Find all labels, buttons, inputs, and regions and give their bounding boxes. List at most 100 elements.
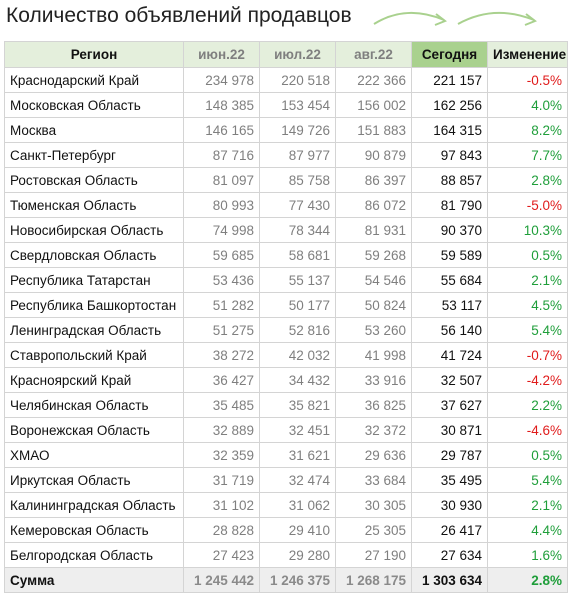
jul-cell: 29 410 [259,517,336,543]
jul-cell: 35 821 [259,392,336,418]
jun-cell: 80 993 [183,192,260,218]
sellers-table: Регион июн.22 июл.22 авг.22 Сегодня Изме… [4,41,568,593]
table-body: Краснодарский Край 234 978 220 518 222 366 2… [4,67,568,568]
jun-cell: 81 097 [183,167,260,193]
jun-cell: 148 385 [183,92,260,118]
jul-cell: 77 430 [259,192,336,218]
jun-cell: 53 436 [183,267,260,293]
table-row: Республика Башкортостан 51 282 50 177 50 82… [4,292,568,318]
jul-cell: 58 681 [259,242,336,268]
jun-cell: 35 485 [183,392,260,418]
jul-cell: 50 177 [259,292,336,318]
jul-cell: 34 432 [259,367,336,393]
region-cell: Воронежская Область [4,417,184,443]
aug-cell: 54 546 [335,267,412,293]
today-cell: 81 790 [411,192,488,218]
region-cell: Новосибирская Область [4,217,184,243]
jul-cell: 153 454 [259,92,336,118]
region-cell: Республика Татарстан [4,267,184,293]
jun-cell: 28 828 [183,517,260,543]
aug-cell: 53 260 [335,317,412,343]
region-cell: Ленинградская Область [4,317,184,343]
jul-cell: 29 280 [259,542,336,568]
region-cell: Иркутская Область [4,467,184,493]
today-cell: 30 930 [411,492,488,518]
jun-cell: 87 716 [183,142,260,168]
today-cell: 56 140 [411,317,488,343]
aug-cell: 27 190 [335,542,412,568]
table-row: Санкт-Петербург 87 716 87 977 90 879 97 843 7… [4,142,568,168]
table-row: ХМАО 32 359 31 621 29 636 29 787 0.5% [4,442,568,468]
change-cell: 4.0% [487,92,568,118]
today-cell: 90 370 [411,217,488,243]
change-cell: 2.1% [487,492,568,518]
column-header-jul: июл.22 [259,41,336,68]
jul-cell: 220 518 [259,67,336,93]
aug-cell: 222 366 [335,67,412,93]
jul-cell: 55 137 [259,267,336,293]
jun-cell: 31 102 [183,492,260,518]
total-row: Сумма 1 245 442 1 246 375 1 268 175 1 30… [4,567,568,593]
column-header-change: Изменение [487,41,568,68]
column-header-aug: авг.22 [335,41,412,68]
change-cell: -5.0% [487,192,568,218]
region-cell: Санкт-Петербург [4,142,184,168]
change-cell: -4.2% [487,367,568,393]
jun-cell: 234 978 [183,67,260,93]
change-cell: 10.3% [487,217,568,243]
jul-cell: 42 032 [259,342,336,368]
header-row: Регион июн.22 июл.22 авг.22 Сегодня Изме… [4,41,568,68]
aug-cell: 29 636 [335,442,412,468]
aug-cell: 25 305 [335,517,412,543]
today-cell: 59 589 [411,242,488,268]
jul-cell: 32 451 [259,417,336,443]
jul-cell: 78 344 [259,217,336,243]
today-cell: 32 507 [411,367,488,393]
region-cell: Ростовская Область [4,167,184,193]
change-cell: 5.4% [487,467,568,493]
jul-cell: 32 474 [259,467,336,493]
aug-cell: 86 072 [335,192,412,218]
today-cell: 162 256 [411,92,488,118]
table-row: Иркутская Область 31 719 32 474 33 684 35 49… [4,467,568,493]
change-cell: 4.5% [487,292,568,318]
arrow-icon [457,11,537,26]
jul-cell: 149 726 [259,117,336,143]
change-cell: 2.8% [487,167,568,193]
table-row: Ростовская Область 81 097 85 758 86 397 88 8… [4,167,568,193]
jul-cell: 52 816 [259,317,336,343]
region-cell: Московская Область [4,92,184,118]
jun-cell: 31 719 [183,467,260,493]
aug-cell: 90 879 [335,142,412,168]
change-cell: 1.6% [487,542,568,568]
jun-cell: 51 282 [183,292,260,318]
jul-cell: 31 621 [259,442,336,468]
aug-cell: 81 931 [335,217,412,243]
today-cell: 221 157 [411,67,488,93]
aug-cell: 33 916 [335,367,412,393]
total-label: Сумма [4,567,184,593]
table-row: Челябинская Область 35 485 35 821 36 825 37 … [4,392,568,418]
total-jul: 1 246 375 [259,567,336,593]
table-row: Свердловская Область 59 685 58 681 59 268 59… [4,242,568,268]
aug-cell: 30 305 [335,492,412,518]
arrows-decoration [373,11,537,26]
jul-cell: 85 758 [259,167,336,193]
table-row: Красноярский Край 36 427 34 432 33 916 32 50… [4,367,568,393]
region-cell: Белгородская Область [4,542,184,568]
today-cell: 35 495 [411,467,488,493]
table-row: Московская Область 148 385 153 454 156 002 1… [4,92,568,118]
jun-cell: 51 275 [183,317,260,343]
region-cell: Кемеровская Область [4,517,184,543]
region-cell: Краснодарский Край [4,67,184,93]
table-row: Ленинградская Область 51 275 52 816 53 260 5… [4,317,568,343]
change-cell: 7.7% [487,142,568,168]
today-cell: 37 627 [411,392,488,418]
today-cell: 88 857 [411,167,488,193]
total-aug: 1 268 175 [335,567,412,593]
change-cell: 5.4% [487,317,568,343]
arrow-icon [373,11,447,26]
today-cell: 30 871 [411,417,488,443]
change-cell: -0.5% [487,67,568,93]
region-cell: Ставропольский Край [4,342,184,368]
